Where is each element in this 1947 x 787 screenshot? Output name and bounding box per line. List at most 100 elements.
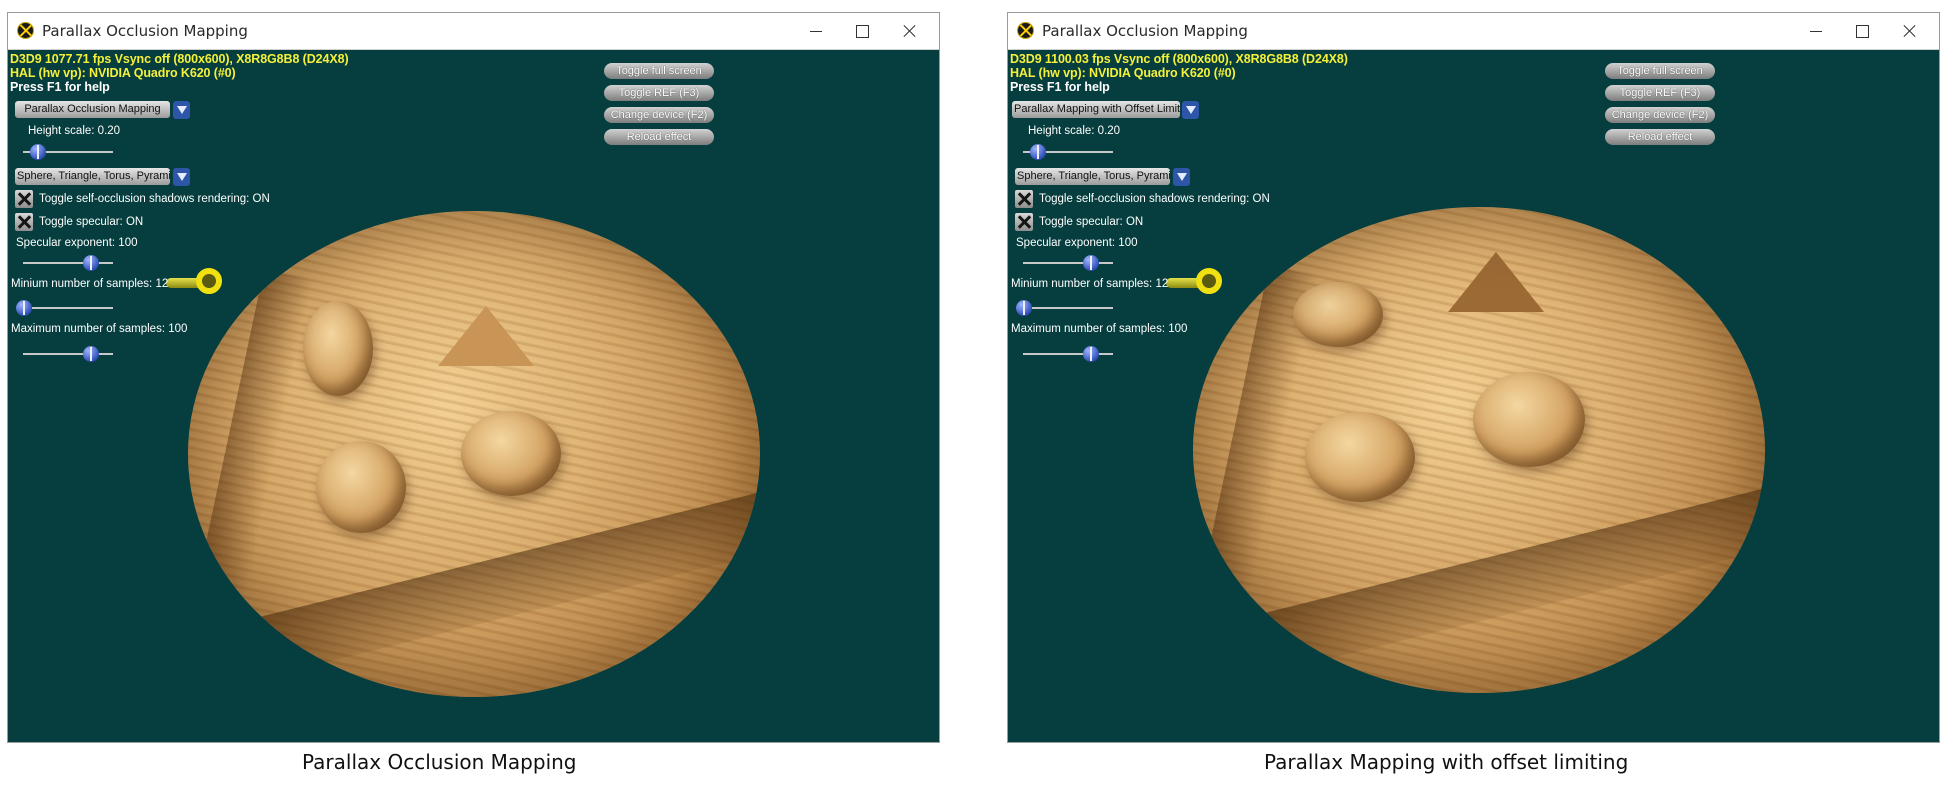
close-button[interactable] [1887,17,1933,45]
light-arrow-head-icon [196,268,222,294]
slider-track [23,353,113,355]
pyramid-bump [438,306,534,366]
shadows-checkbox[interactable] [1015,190,1033,208]
minimize-button[interactable] [793,17,839,45]
slider-track [1023,151,1113,153]
maximize-icon [855,24,869,38]
specular-toggle-label: Toggle specular: ON [39,216,144,228]
fps-stats: D3D9 1077.71 fps Vsync off (800x600), X8… [10,52,349,66]
technique-combo[interactable]: Parallax Mapping with Offset Limiting [1012,101,1180,118]
window-title: Parallax Occlusion Mapping [42,22,248,40]
slider-thumb[interactable] [1016,300,1032,316]
slider-thumb[interactable] [83,255,99,271]
chevron-down-icon[interactable] [1173,168,1190,186]
specular-exponent-slider[interactable] [1023,255,1113,271]
render-viewport[interactable]: D3D9 1100.03 fps Vsync off (800x600), X8… [1008,49,1939,742]
fps-stats: D3D9 1100.03 fps Vsync off (800x600), X8… [1010,52,1348,66]
help-hint: Press F1 for help [10,80,110,94]
shadows-checkbox[interactable] [15,190,33,208]
sphere-dent [1293,282,1383,347]
specular-toggle-label: Toggle specular: ON [1039,216,1144,228]
wood-panel-render [1193,207,1765,693]
shadows-toggle-label: Toggle self-occlusion shadows rendering:… [39,193,270,205]
maximize-button[interactable] [1839,17,1885,45]
min-samples-slider[interactable] [1016,300,1113,316]
chevron-down-icon[interactable] [173,101,190,119]
directx-app-icon [1017,22,1034,39]
render-viewport[interactable]: D3D9 1077.71 fps Vsync off (800x600), X8… [8,49,939,742]
change-device-button[interactable]: Change device (F2) [604,107,714,123]
light-direction-widget[interactable] [166,268,236,298]
scene-vignette [1193,207,1765,693]
minimize-icon [1810,30,1822,32]
slider-track [1016,307,1113,309]
min-samples-label: Minium number of samples: 12 [11,278,169,290]
device-stats: HAL (hw vp): NVIDIA Quadro K620 (#0) [1010,66,1236,80]
close-icon [1903,24,1917,38]
max-samples-slider[interactable] [1023,346,1113,362]
title-bar[interactable]: Parallax Occlusion Mapping [1008,13,1939,50]
specular-exponent-label: Specular exponent: 100 [16,237,138,249]
toggle-full-screen-button[interactable]: Toggle full screen [604,63,714,79]
specular-exponent-slider[interactable] [23,255,113,271]
slider-track [23,262,113,264]
max-samples-label: Maximum number of samples: 100 [1011,323,1188,335]
chevron-down-icon[interactable] [1182,101,1199,119]
close-button[interactable] [887,17,933,45]
slider-thumb[interactable] [16,300,32,316]
specular-checkbox[interactable] [1015,213,1033,231]
slider-thumb[interactable] [1030,144,1046,160]
light-arrow-rod [1166,278,1206,288]
minimize-icon [810,30,822,32]
height-scale-slider[interactable] [23,144,113,160]
slider-track [16,307,113,309]
slider-thumb[interactable] [83,346,99,362]
slider-thumb[interactable] [1083,346,1099,362]
caption-left: Parallax Occlusion Mapping [302,750,577,774]
title-bar[interactable]: Parallax Occlusion Mapping [8,13,939,50]
toggle-full-screen-button[interactable]: Toggle full screen [1605,63,1715,79]
slider-thumb[interactable] [30,144,46,160]
torus-bump [461,411,561,496]
app-window-right: Parallax Occlusion Mapping D3D9 1100.03 … [1007,12,1940,743]
slider-track [1023,262,1113,264]
light-arrow-head-icon [1196,268,1222,294]
height-scale-label: Height scale: 0.20 [28,125,121,137]
pyramid-dent [1448,252,1544,312]
max-samples-label: Maximum number of samples: 100 [11,323,188,335]
reload-effect-button[interactable]: Reload effect [1605,129,1715,145]
device-stats: HAL (hw vp): NVIDIA Quadro K620 (#0) [10,66,236,80]
wood-panel-render [188,211,760,697]
toggle-ref-button[interactable]: Toggle REF (F3) [604,85,714,101]
close-icon [903,24,917,38]
height-scale-label: Height scale: 0.20 [1028,125,1121,137]
technique-combo[interactable]: Parallax Occlusion Mapping [15,101,170,118]
directx-app-icon [17,22,34,39]
maximize-button[interactable] [839,17,885,45]
change-device-button[interactable]: Change device (F2) [1605,107,1715,123]
sphere-dent [1305,412,1415,502]
minimize-button[interactable] [1793,17,1839,45]
caption-right: Parallax Mapping with offset limiting [1264,750,1629,774]
reload-effect-button[interactable]: Reload effect [604,129,714,145]
slider-thumb[interactable] [1083,255,1099,271]
max-samples-slider[interactable] [23,346,113,362]
specular-checkbox[interactable] [15,213,33,231]
shadows-toggle-label: Toggle self-occlusion shadows rendering:… [1039,193,1270,205]
object-combo[interactable]: Sphere, Triangle, Torus, Pyramid [1015,168,1170,185]
toggle-ref-button[interactable]: Toggle REF (F3) [1605,85,1715,101]
light-direction-widget[interactable] [1166,268,1236,298]
chevron-down-icon[interactable] [173,168,190,186]
min-samples-slider[interactable] [16,300,113,316]
height-scale-slider[interactable] [1023,144,1113,160]
slider-track [1023,353,1113,355]
object-combo[interactable]: Sphere, Triangle, Torus, Pyramid [15,168,170,185]
help-hint: Press F1 for help [1010,80,1110,94]
sphere-bump [316,441,406,533]
light-arrow-rod [166,278,206,288]
slider-track [23,151,113,153]
window-title: Parallax Occlusion Mapping [1042,22,1248,40]
maximize-icon [1855,24,1869,38]
min-samples-label: Minium number of samples: 12 [1011,278,1169,290]
scene-vignette [188,211,760,697]
